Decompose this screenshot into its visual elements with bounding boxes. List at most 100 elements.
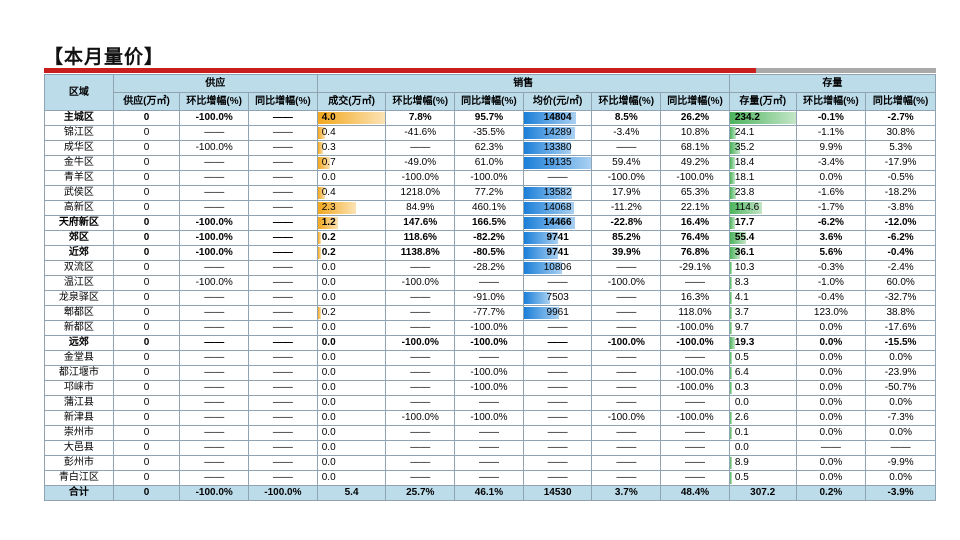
cell-stock-yoy: -17.6% xyxy=(865,320,936,336)
col-header-stock-yoy: 同比增幅(%) xyxy=(865,92,936,111)
cell-price-mom: -100.0% xyxy=(591,275,662,291)
cell-deal-mom: —— xyxy=(385,290,456,306)
cell-supply: 0 xyxy=(112,335,181,351)
stock-data-bar xyxy=(730,367,732,379)
table-row: 蒲江县 0 —— —— 0.0 —— —— —— —— —— 0.0 0.0% 0.0% xyxy=(44,395,936,411)
cell-price-mom: 59.4% xyxy=(591,155,662,171)
cell-supply-mom: -100.0% xyxy=(179,230,250,246)
cell-price-yoy: 16.4% xyxy=(660,215,730,231)
cell-value: —— xyxy=(547,352,568,363)
cell-value: 10.3 xyxy=(734,262,755,273)
cell-stock-mom: 9.9% xyxy=(795,140,867,156)
col-header-price-yoy: 同比增幅(%) xyxy=(660,92,730,111)
cell-supply-mom: —— xyxy=(179,410,250,426)
table-row: 金堂县 0 —— —— 0.0 —— —— —— —— —— 0.5 0.0% 0.0% xyxy=(44,350,936,366)
cell-deal-mom: —— xyxy=(385,365,456,381)
cell-supply-mom: —— xyxy=(179,335,250,351)
table-row: 天府新区 0 -100.0% —— 1.2 147.6% 166.5% 14466 -22.8%… xyxy=(44,215,936,231)
cell-price: —— xyxy=(522,470,593,486)
cell-value: 0.0 xyxy=(321,427,336,438)
cell-deal: 2.3 xyxy=(316,200,387,216)
cell-value: 4.1 xyxy=(734,292,749,303)
cell-region: 龙泉驿区 xyxy=(44,290,114,306)
cell-stock-mom: -0.1% xyxy=(795,110,867,126)
deal-data-bar xyxy=(318,112,385,124)
stock-data-bar xyxy=(730,262,733,274)
cell-supply: 0 xyxy=(112,380,181,396)
cell-value: 234.2 xyxy=(734,112,760,123)
cell-value: 0.0 xyxy=(321,262,336,273)
cell-stock-mom: 0.0% xyxy=(795,170,867,186)
cell-region: 锦江区 xyxy=(44,125,114,141)
cell-value: 0.0 xyxy=(321,457,336,468)
cell-stock-mom: 0.0% xyxy=(795,470,867,486)
cell-supply-yoy: —— xyxy=(248,290,318,306)
cell-value: 0.7 xyxy=(321,157,336,168)
cell-stock: 0.5 xyxy=(728,470,797,486)
cell-stock-yoy: -3.8% xyxy=(865,200,936,216)
cell-price: —— xyxy=(522,320,593,336)
cell-deal-yoy: —— xyxy=(454,425,524,441)
cell-deal: 0.0 xyxy=(316,335,387,351)
table-row: 锦江区 0 —— —— 0.4 -41.6% -35.5% 14289 -3.4% 10.8% 24… xyxy=(44,125,936,141)
cell-price-mom: —— xyxy=(591,380,662,396)
cell-price: 9741 xyxy=(522,230,593,246)
cell-value: —— xyxy=(547,337,568,348)
cell-region: 成华区 xyxy=(44,140,114,156)
cell-deal-yoy: -28.2% xyxy=(454,260,524,276)
cell-value: 55.4 xyxy=(734,232,755,243)
cell-value: —— xyxy=(547,172,568,183)
cell-stock-yoy: 0.0% xyxy=(865,395,936,411)
cell-stock: 2.6 xyxy=(728,410,797,426)
cell-value: 24.1 xyxy=(734,127,755,138)
cell-deal-yoy: 95.7% xyxy=(454,110,524,126)
cell-deal-yoy: 62.3% xyxy=(454,140,524,156)
cell-supply-yoy: —— xyxy=(248,260,318,276)
cell-deal-mom: —— xyxy=(385,470,456,486)
cell-price-yoy: —— xyxy=(660,425,730,441)
cell-deal-yoy: -80.5% xyxy=(454,245,524,261)
cell-deal: 0.4 xyxy=(316,185,387,201)
cell-value: 0.0 xyxy=(321,397,336,408)
cell-deal-mom: 7.8% xyxy=(385,110,456,126)
cell-price-yoy: -100.0% xyxy=(660,410,730,426)
cell-price-mom: —— xyxy=(591,365,662,381)
cell-stock-mom: 3.6% xyxy=(795,230,867,246)
cell-price: 9741 xyxy=(522,245,593,261)
stock-data-bar xyxy=(730,247,740,259)
cell-value: —— xyxy=(547,472,568,483)
cell-region: 郫都区 xyxy=(44,305,114,321)
cell-stock: 6.4 xyxy=(728,365,797,381)
table-body: 主城区 0 -100.0% —— 4.0 7.8% 95.7% 14804 8.5% 26.2% 2… xyxy=(44,110,936,486)
cell-price-yoy: 76.4% xyxy=(660,230,730,246)
cell-value: 13380 xyxy=(543,142,572,153)
cell-stock-mom: 0.0% xyxy=(795,395,867,411)
cell-deal: 0.2 xyxy=(316,230,387,246)
cell-stock: 3.7 xyxy=(728,305,797,321)
cell-price-mom: -100.0% xyxy=(591,170,662,186)
cell-deal-mom: —— xyxy=(385,395,456,411)
cell-deal-yoy: -100.0% xyxy=(454,410,524,426)
cell-value: 0.0 xyxy=(734,442,749,453)
cell-value: 0.0 xyxy=(321,352,336,363)
cell-stock: 0.3 xyxy=(728,380,797,396)
stock-data-bar xyxy=(730,187,737,199)
cell-price: 10806 xyxy=(522,260,593,276)
cell-stock-yoy: 0.0% xyxy=(865,470,936,486)
cell-deal-yoy: —— xyxy=(454,440,524,456)
cell-deal: 5.4 xyxy=(316,485,387,501)
cell-supply-yoy: —— xyxy=(248,305,318,321)
cell-supply-mom: —— xyxy=(179,395,250,411)
cell-supply-mom: —— xyxy=(179,185,250,201)
cell-deal-mom: -41.6% xyxy=(385,125,456,141)
cell-supply-mom: —— xyxy=(179,350,250,366)
cell-price-yoy: —— xyxy=(660,440,730,456)
col-header-supply: 供应(万㎡) xyxy=(112,92,181,111)
col-header-supply-mom: 环比增幅(%) xyxy=(179,92,250,111)
cell-value: 9.7 xyxy=(734,322,749,333)
cell-deal: 4.0 xyxy=(316,110,387,126)
cell-value: 8.3 xyxy=(734,277,749,288)
cell-supply: 0 xyxy=(112,425,181,441)
cell-price: —— xyxy=(522,440,593,456)
cell-supply-yoy: —— xyxy=(248,440,318,456)
